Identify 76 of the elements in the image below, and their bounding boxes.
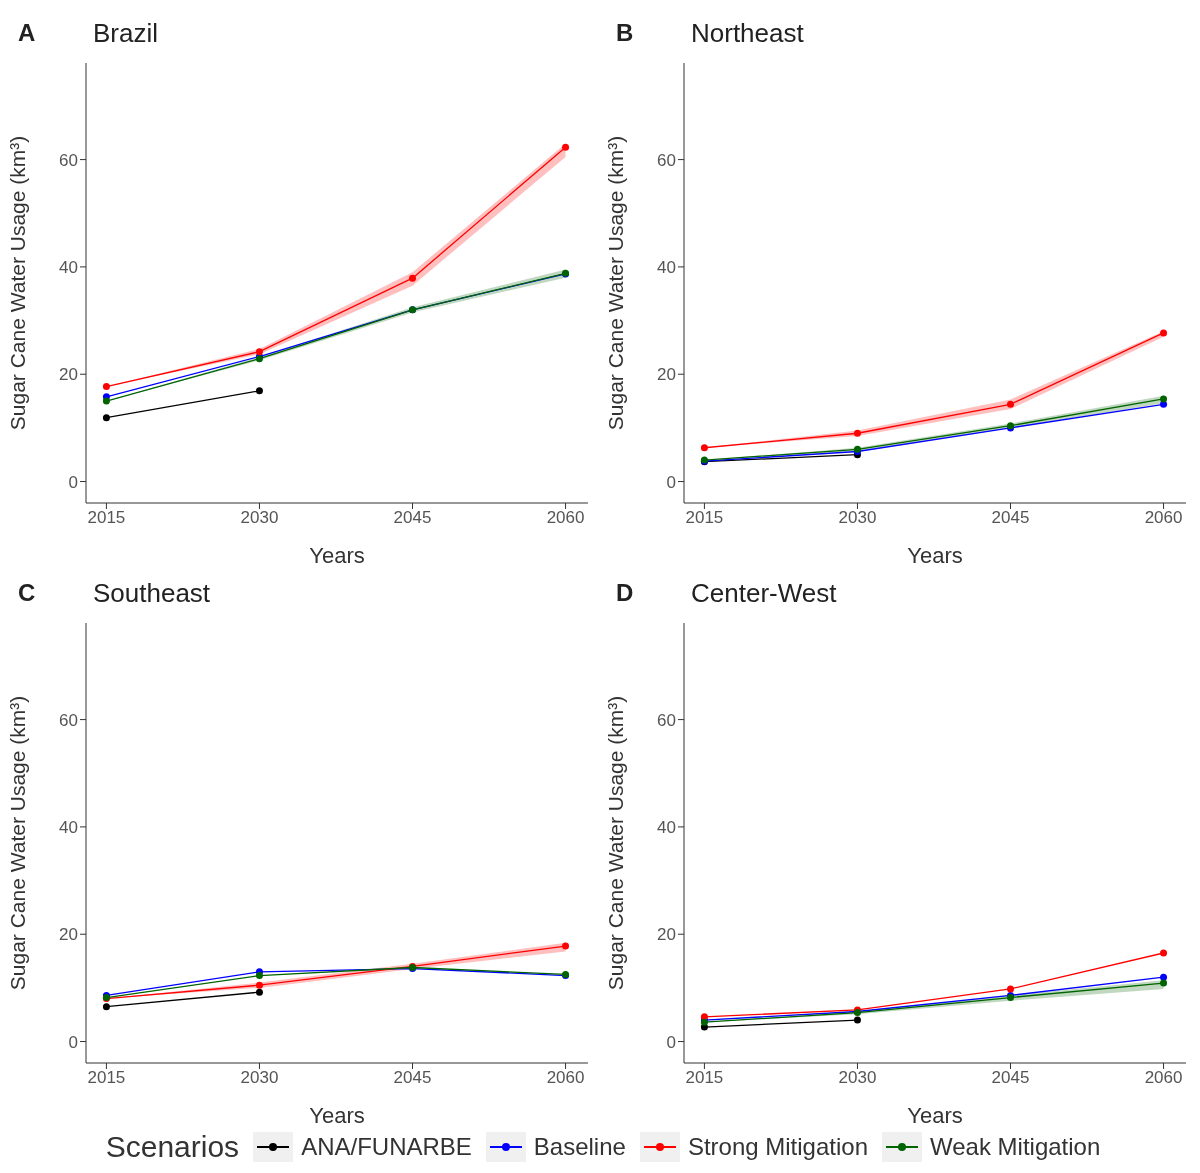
y-tick-label: 60	[59, 710, 78, 730]
point	[1160, 400, 1168, 408]
text: B	[615, 19, 635, 47]
y-axis-title: Sugar Cane Water Usage (km³)	[604, 135, 628, 431]
point	[562, 143, 570, 151]
point	[853, 429, 861, 437]
chart-title: Northeast	[691, 17, 804, 49]
point	[255, 988, 263, 996]
x-tick-label: 2015	[87, 508, 126, 528]
x-tick-label: 2045	[393, 508, 432, 528]
x-tick-label: 2045	[393, 1068, 432, 1088]
point	[853, 1016, 861, 1024]
point	[1160, 979, 1168, 987]
x-tick-label: 2030	[838, 1068, 877, 1088]
x-axis-title: Years	[907, 1103, 963, 1128]
x-tick-label: 2045	[991, 508, 1030, 528]
y-axis-title: Sugar Cane Water Usage (km³)	[604, 695, 628, 991]
y-tick-label: 20	[59, 925, 78, 945]
y-tick-label: 20	[657, 925, 676, 945]
x-tick-label: 2015	[685, 1068, 724, 1088]
point	[102, 397, 110, 405]
legend-title: Scenarios	[105, 1130, 240, 1164]
legend-label: Strong Mitigation	[686, 1132, 868, 1162]
x-tick-label: 2060	[1144, 1068, 1183, 1088]
y-tick-label: 60	[657, 710, 676, 730]
legend-label: Weak Mitigation	[929, 1132, 1101, 1162]
chart-title: Southeast	[93, 577, 211, 609]
chart-title: Center-West	[691, 577, 837, 609]
y-tick-label: 60	[657, 150, 676, 170]
point	[1007, 985, 1014, 993]
point	[562, 942, 570, 950]
point	[1160, 973, 1168, 981]
x-tick-label: 2015	[685, 508, 724, 528]
y-tick-label: 0	[68, 472, 78, 492]
legend-label: ANA/FUNARBE	[300, 1132, 472, 1162]
text: D	[615, 579, 635, 607]
x-tick-label: 2030	[240, 1068, 279, 1088]
y-tick-label: 0	[666, 472, 676, 492]
x-tick-label: 2030	[240, 508, 279, 528]
x-tick-label: 2060	[1144, 508, 1183, 528]
x-tick-label: 2045	[991, 1068, 1030, 1088]
y-tick-label: 0	[68, 1032, 78, 1052]
x-tick-label: 2015	[87, 1068, 126, 1088]
point	[255, 972, 263, 980]
point	[1160, 395, 1168, 403]
point	[255, 348, 263, 356]
point	[255, 981, 263, 989]
y-tick-label: 60	[59, 150, 78, 170]
point	[1007, 400, 1014, 408]
legend-label: Baseline	[532, 1132, 626, 1162]
point	[409, 274, 416, 282]
x-tick-label: 2060	[546, 508, 585, 528]
x-axis-title: Years	[309, 1103, 365, 1128]
x-axis-title: Years	[309, 543, 365, 568]
point	[102, 414, 110, 422]
y-tick-label: 40	[59, 817, 78, 837]
point	[1160, 949, 1168, 957]
y-tick-label: 20	[59, 365, 78, 385]
text: C	[17, 579, 37, 607]
point	[255, 387, 263, 395]
y-tick-label: 0	[666, 1032, 676, 1052]
x-tick-label: 2030	[838, 508, 877, 528]
point	[700, 444, 708, 452]
point	[102, 1003, 110, 1011]
x-tick-label: 2060	[546, 1068, 585, 1088]
text: A	[17, 19, 37, 47]
point	[102, 383, 110, 391]
point	[1160, 329, 1168, 337]
y-tick-label: 40	[657, 817, 676, 837]
y-tick-label: 40	[657, 257, 676, 277]
chart-title: Brazil	[93, 17, 159, 49]
y-axis-title: Sugar Cane Water Usage (km³)	[6, 135, 30, 431]
y-tick-label: 40	[59, 257, 78, 277]
y-axis-title: Sugar Cane Water Usage (km³)	[6, 695, 30, 991]
y-tick-label: 20	[657, 365, 676, 385]
x-axis-title: Years	[907, 543, 963, 568]
